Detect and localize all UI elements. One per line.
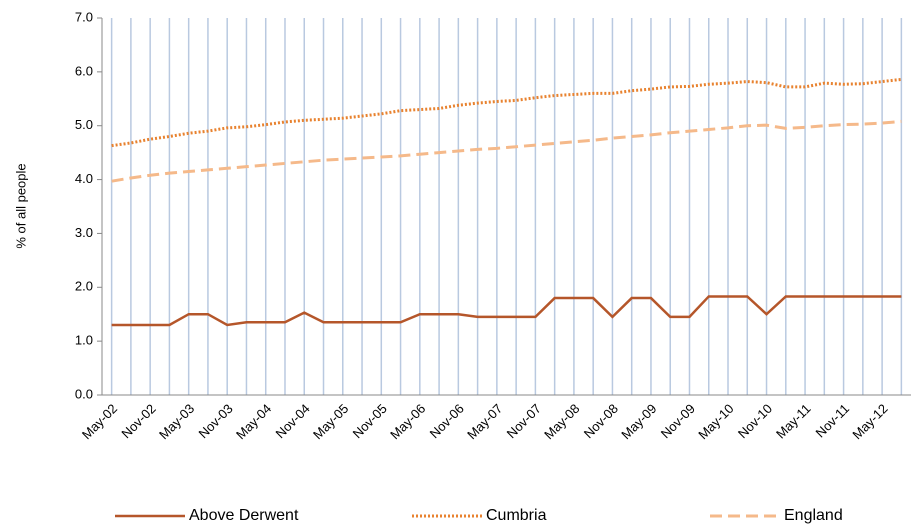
- x-tick-label: May-02: [79, 401, 120, 442]
- x-tick-label: May-11: [773, 401, 814, 442]
- legend-label: Above Derwent: [189, 507, 299, 524]
- x-tick-label: Nov-11: [813, 401, 853, 441]
- y-axis-label: % of all people: [13, 163, 28, 248]
- y-tick-label: 5.0: [75, 117, 93, 132]
- x-tick-label: Nov-02: [118, 401, 158, 441]
- line-series: [111, 119, 902, 183]
- y-tick-label: 1.0: [75, 333, 93, 348]
- x-tick-label: May-12: [849, 401, 890, 442]
- x-tick-label: May-10: [695, 401, 736, 442]
- line-series: [111, 77, 902, 148]
- x-tick-label: May-09: [618, 401, 659, 442]
- x-tick-label: May-07: [464, 401, 505, 442]
- x-tick-label: Nov-03: [196, 401, 236, 441]
- x-tick-label: May-06: [387, 401, 428, 442]
- x-tick-label: Nov-06: [427, 401, 467, 441]
- line-series: [111, 295, 902, 327]
- legend-label: Cumbria: [486, 507, 547, 524]
- x-tick-label: Nov-04: [273, 401, 313, 441]
- x-tick-label: Nov-05: [350, 401, 390, 441]
- x-tick-label: May-08: [541, 401, 582, 442]
- y-tick-label: 3.0: [75, 225, 93, 240]
- legend-label: England: [784, 507, 843, 524]
- x-tick-label: May-05: [310, 401, 351, 442]
- x-tick-label: May-04: [233, 401, 274, 442]
- y-tick-label: 7.0: [75, 9, 93, 24]
- y-tick-label: 4.0: [75, 171, 93, 186]
- y-tick-label: 2.0: [75, 279, 93, 294]
- x-tick-label: Nov-10: [735, 401, 775, 441]
- x-tick-label: Nov-09: [658, 401, 698, 441]
- x-tick-label: Nov-07: [504, 401, 544, 441]
- x-tick-label: Nov-08: [581, 401, 621, 441]
- y-tick-label: 0.0: [75, 386, 93, 401]
- x-tick-label: May-03: [156, 401, 197, 442]
- y-tick-label: 6.0: [75, 63, 93, 78]
